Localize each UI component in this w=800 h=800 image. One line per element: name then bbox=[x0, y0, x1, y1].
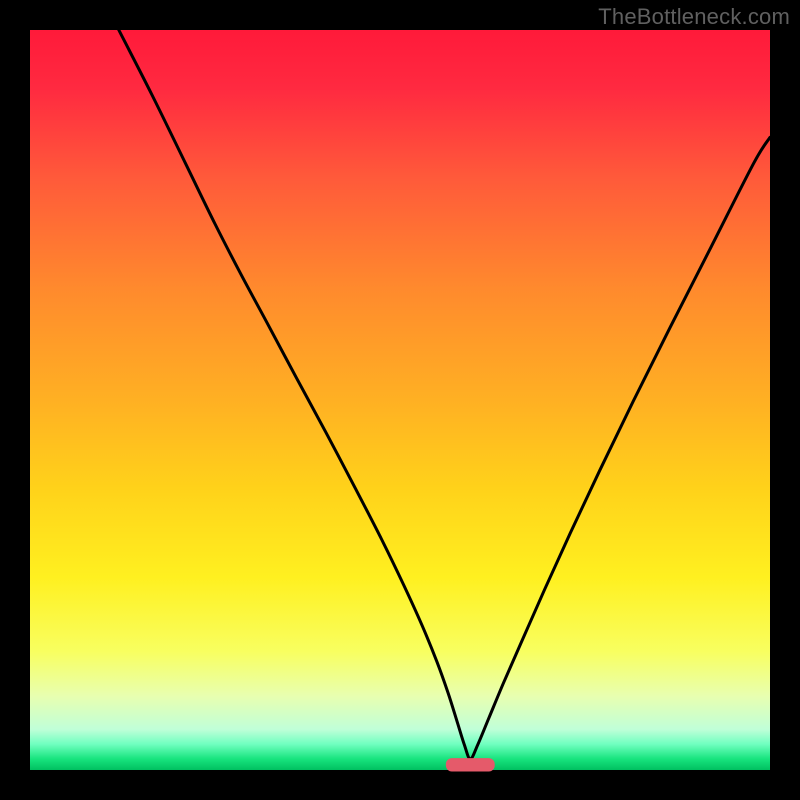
chart-stage: TheBottleneck.com bbox=[0, 0, 800, 800]
optimum-marker bbox=[446, 758, 495, 771]
chart-gradient-bg bbox=[30, 30, 770, 770]
bottleneck-chart bbox=[0, 0, 800, 800]
watermark-text: TheBottleneck.com bbox=[598, 4, 790, 30]
